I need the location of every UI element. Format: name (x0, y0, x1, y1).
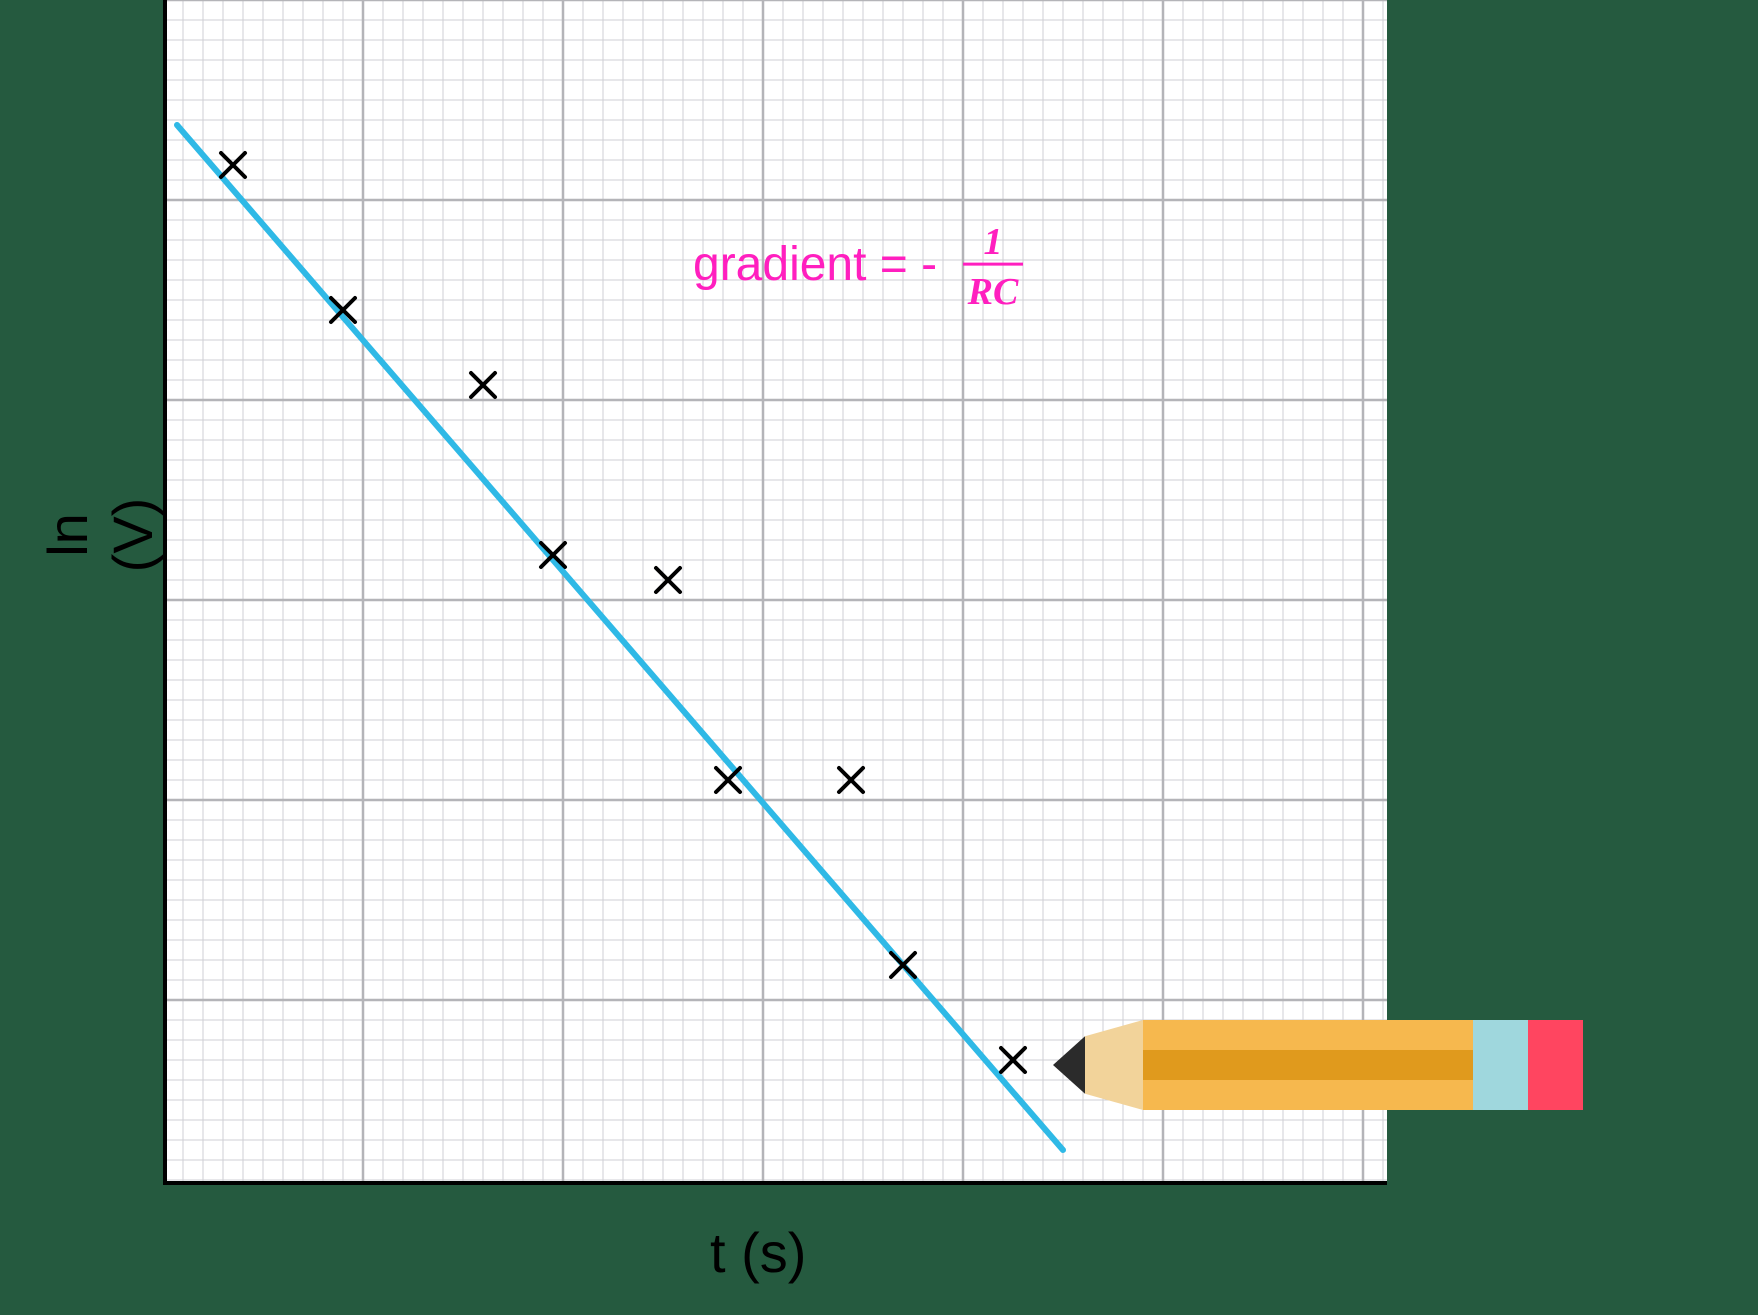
svg-text:1: 1 (984, 221, 1003, 263)
scatter-plot: gradient = - 1 RC (163, 0, 1387, 1185)
svg-text:RC: RC (967, 271, 1019, 313)
x-axis-label: t (s) (710, 1220, 806, 1285)
pencil-icon (1053, 1020, 1583, 1110)
pencil-svg (1053, 1020, 1583, 1110)
y-axis-label: ln (V) (35, 495, 165, 575)
stage: ln (V) t (s) gradient = - 1 RC (0, 0, 1758, 1315)
svg-text:gradient = -: gradient = - (693, 238, 937, 291)
plot-svg: gradient = - 1 RC (163, 0, 1387, 1185)
